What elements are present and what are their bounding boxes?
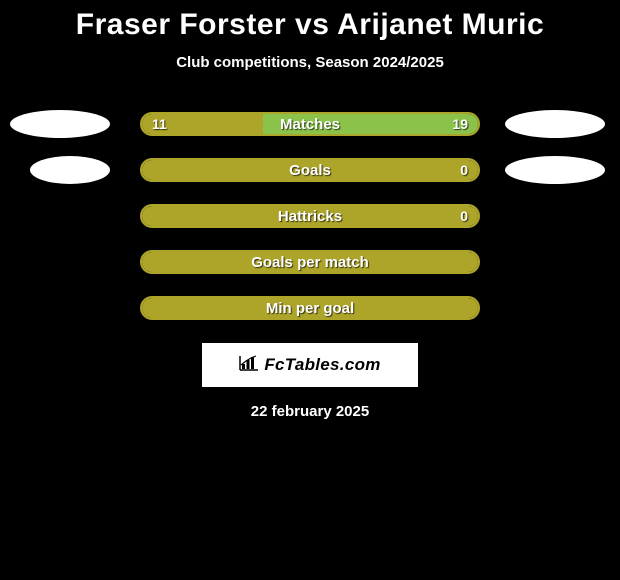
stat-value-right: 0 bbox=[460, 160, 468, 180]
player-avatar-left bbox=[30, 156, 110, 184]
subtitle: Club competitions, Season 2024/2025 bbox=[0, 54, 620, 71]
stat-value-right: 0 bbox=[460, 206, 468, 226]
stat-label: Hattricks bbox=[142, 206, 478, 226]
stat-bar: Goals per match bbox=[140, 250, 480, 274]
stat-row: Min per goal bbox=[0, 285, 620, 331]
stat-label: Min per goal bbox=[142, 298, 478, 318]
stat-value-left: 11 bbox=[152, 114, 167, 134]
stat-row: Goals0 bbox=[0, 147, 620, 193]
stat-bar: Hattricks0 bbox=[140, 204, 480, 228]
watermark-badge: FcTables.com bbox=[202, 343, 418, 387]
stat-bar: Goals0 bbox=[140, 158, 480, 182]
stat-label: Matches bbox=[142, 114, 478, 134]
chart-bar-icon bbox=[239, 355, 259, 376]
stat-bar: Min per goal bbox=[140, 296, 480, 320]
stat-row: Hattricks0 bbox=[0, 193, 620, 239]
player-avatar-right bbox=[505, 156, 605, 184]
stat-bar: Matches11 19 bbox=[140, 112, 480, 136]
stat-label: Goals bbox=[142, 160, 478, 180]
watermark-text: FcTables.com bbox=[264, 355, 380, 375]
comparison-chart: Matches1119Goals0Hattricks0Goals per mat… bbox=[0, 101, 620, 331]
title: Fraser Forster vs Arijanet Muric bbox=[0, 0, 620, 42]
stat-value-right: 19 bbox=[452, 114, 468, 134]
player-avatar-right bbox=[505, 110, 605, 138]
stat-row: Matches11 19 bbox=[0, 101, 620, 147]
date-label: 22 february 2025 bbox=[0, 403, 620, 420]
stat-label: Goals per match bbox=[142, 252, 478, 272]
player-avatar-left bbox=[10, 110, 110, 138]
stat-row: Goals per match bbox=[0, 239, 620, 285]
